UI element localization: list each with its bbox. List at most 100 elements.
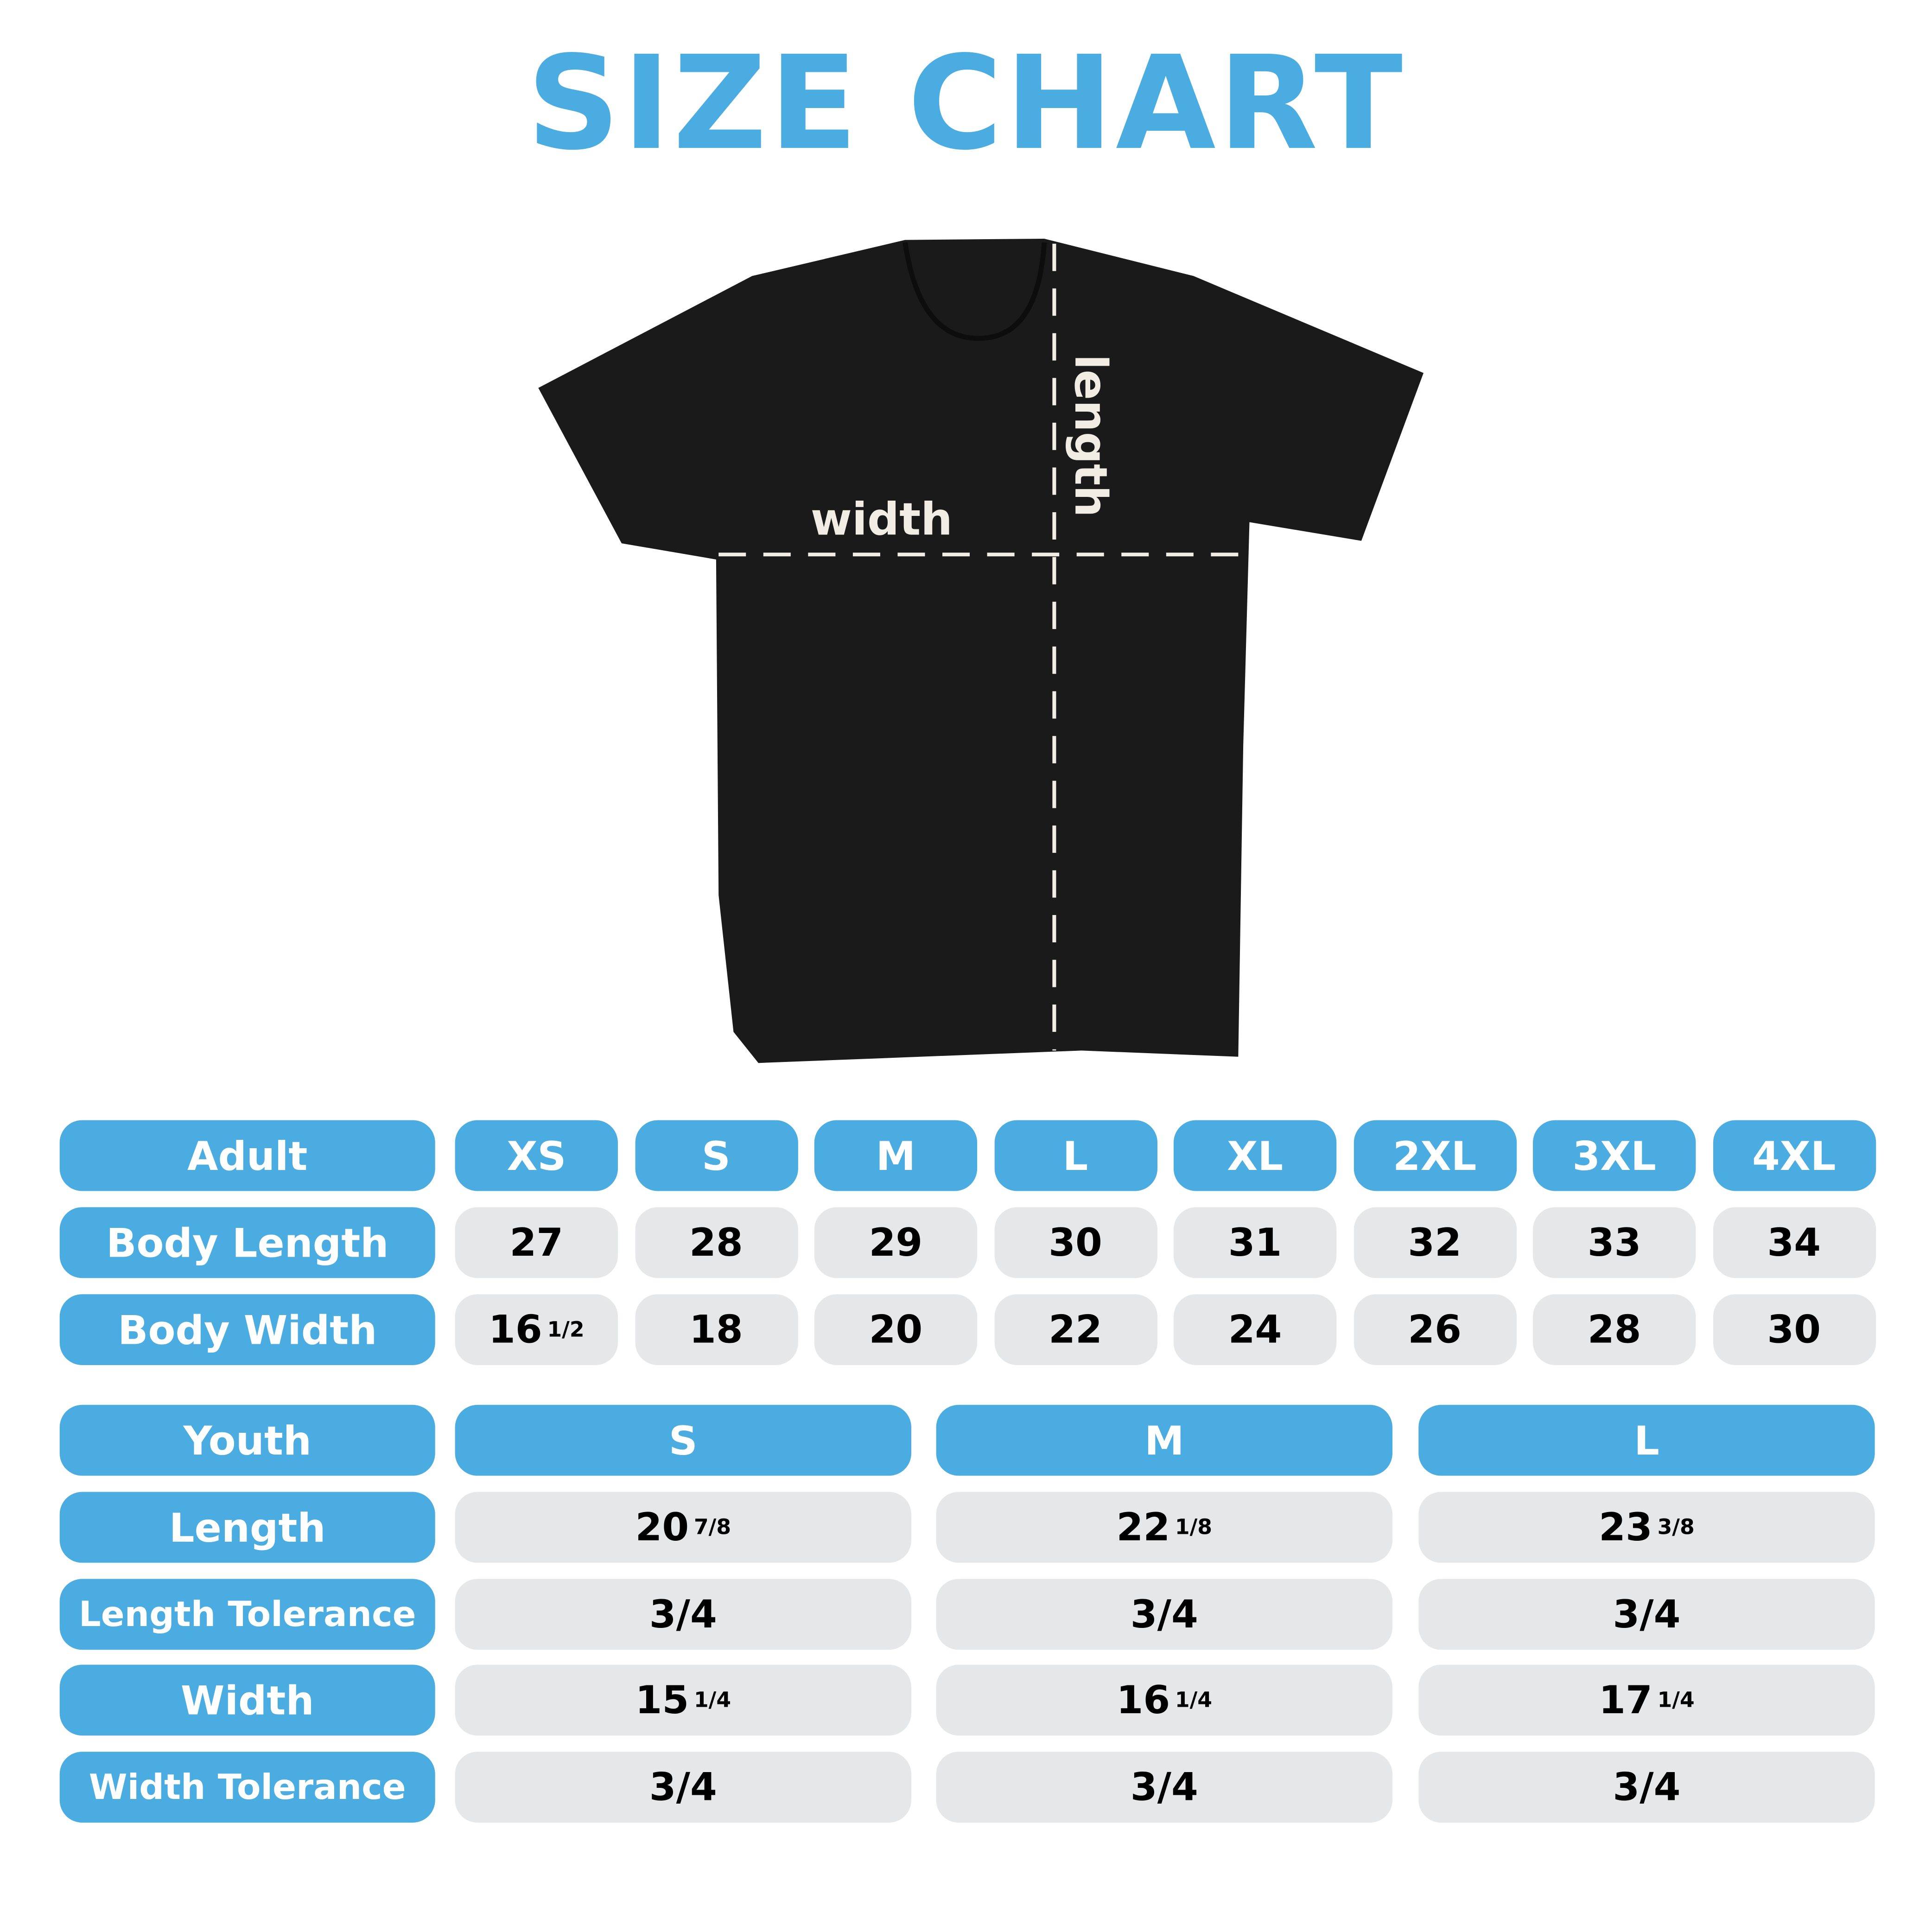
size-header-xs: XS	[455, 1120, 618, 1191]
cell-text: M	[876, 1132, 916, 1179]
row-label: Body Length	[59, 1207, 435, 1278]
cell-text: S	[701, 1132, 731, 1179]
cell-text: M	[1144, 1417, 1184, 1464]
value-cell: 18	[635, 1294, 798, 1365]
value-cell: 24	[1173, 1294, 1337, 1365]
page-title: SIZE CHART	[527, 27, 1405, 179]
cell-text: S	[668, 1417, 698, 1464]
cell-text: 3/4	[1130, 1765, 1198, 1810]
value-cell: 16 1/2	[455, 1294, 618, 1365]
cell-text: 3/4	[1613, 1765, 1681, 1810]
value-cell: 22 1/8	[936, 1492, 1392, 1563]
cell-text: Youth	[183, 1417, 311, 1464]
size-header-3xl: 3XL	[1533, 1120, 1696, 1191]
row-label: Width Tolerance	[59, 1752, 435, 1823]
cell-text: 3/4	[649, 1592, 717, 1637]
cell-text: 18	[689, 1307, 743, 1352]
value-cell: 26	[1353, 1294, 1516, 1365]
value-cell: 3/4	[1418, 1579, 1875, 1650]
cell-text: 20	[635, 1505, 689, 1550]
fraction: 1/4	[693, 1687, 731, 1713]
tshirt-illustration: width length	[538, 238, 1424, 1063]
youth-size-header-m: M	[936, 1405, 1392, 1476]
cell-text: 28	[1587, 1307, 1641, 1352]
value-cell: 27	[455, 1207, 618, 1278]
row-label: Body Width	[59, 1294, 435, 1365]
value-cell: 20 7/8	[455, 1492, 911, 1563]
cell-text: 3/4	[1130, 1592, 1198, 1637]
cell-text: 17	[1599, 1678, 1652, 1723]
cell-text: L	[1062, 1132, 1088, 1179]
size-header-s: S	[635, 1120, 798, 1191]
cell-text: 34	[1767, 1220, 1821, 1265]
value-cell: 31	[1173, 1207, 1337, 1278]
cell-text: 26	[1408, 1307, 1462, 1352]
value-cell: 3/4	[1418, 1752, 1875, 1823]
value-cell: 30	[994, 1207, 1157, 1278]
value-cell: 28	[1533, 1294, 1696, 1365]
value-cell: 23 3/8	[1418, 1492, 1875, 1563]
value-cell: 16 1/4	[936, 1665, 1392, 1736]
adult-header: Adult	[59, 1120, 435, 1191]
cell-text: 31	[1228, 1220, 1282, 1265]
value-cell: 3/4	[936, 1579, 1392, 1650]
cell-text: Length	[169, 1504, 326, 1551]
cell-text: L	[1634, 1417, 1659, 1464]
cell-text: Adult	[187, 1132, 308, 1179]
value-cell: 29	[814, 1207, 978, 1278]
fraction: 1/4	[1175, 1687, 1213, 1713]
cell-text: 27	[509, 1220, 564, 1265]
cell-text: 23	[1599, 1505, 1652, 1550]
fraction: 3/8	[1657, 1515, 1695, 1540]
fraction: 7/8	[693, 1515, 731, 1540]
cell-text: 3XL	[1572, 1132, 1656, 1179]
youth-size-header-l: L	[1418, 1405, 1875, 1476]
value-cell: 22	[994, 1294, 1157, 1365]
row-label: Width	[59, 1665, 435, 1736]
fraction: 1/8	[1175, 1515, 1213, 1540]
value-cell: 3/4	[455, 1579, 911, 1650]
value-cell: 3/4	[936, 1752, 1392, 1823]
value-cell: 3/4	[455, 1752, 911, 1823]
row-label: Length	[59, 1492, 435, 1563]
value-cell: 34	[1712, 1207, 1875, 1278]
size-header-4xl: 4XL	[1712, 1120, 1875, 1191]
size-header-2xl: 2XL	[1353, 1120, 1516, 1191]
cell-text: 3/4	[1613, 1592, 1681, 1637]
size-header-xl: XL	[1173, 1120, 1337, 1191]
cell-text: 24	[1228, 1307, 1282, 1352]
size-header-l: L	[994, 1120, 1157, 1191]
fraction: 1/4	[1657, 1687, 1695, 1713]
cell-text: Width Tolerance	[89, 1767, 406, 1808]
size-header-m: M	[814, 1120, 978, 1191]
cell-text: 3/4	[649, 1765, 717, 1810]
value-cell: 28	[635, 1207, 798, 1278]
youth-size-header-s: S	[455, 1405, 911, 1476]
tshirt-shape	[538, 238, 1424, 1063]
value-cell: 32	[1353, 1207, 1516, 1278]
cell-text: 4XL	[1752, 1132, 1836, 1179]
value-cell: 17 1/4	[1418, 1665, 1875, 1736]
cell-text: XS	[507, 1132, 566, 1179]
collar	[902, 242, 1047, 341]
cell-text: 30	[1049, 1220, 1102, 1265]
cell-text: Body Length	[106, 1219, 389, 1266]
cell-text: 22	[1116, 1505, 1170, 1550]
cell-text: 32	[1408, 1220, 1462, 1265]
length-label: length	[1065, 354, 1117, 517]
cell-text: 2XL	[1392, 1132, 1477, 1179]
cell-text: 28	[689, 1220, 743, 1265]
value-cell: 15 1/4	[455, 1665, 911, 1736]
fraction: 1/2	[547, 1317, 585, 1342]
cell-text: 16	[489, 1307, 542, 1352]
cell-text: Length Tolerance	[78, 1594, 416, 1635]
cell-text: Width	[180, 1676, 314, 1724]
value-cell: 33	[1533, 1207, 1696, 1278]
value-cell: 20	[814, 1294, 978, 1365]
width-label: width	[811, 493, 953, 545]
row-label: Length Tolerance	[59, 1579, 435, 1650]
cell-text: 15	[635, 1678, 689, 1723]
cell-text: 16	[1116, 1678, 1170, 1723]
cell-text: 29	[869, 1220, 923, 1265]
